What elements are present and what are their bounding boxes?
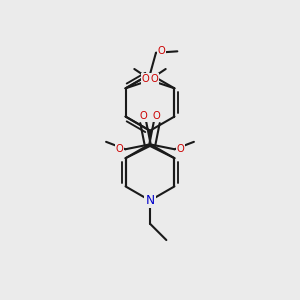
Text: O: O: [153, 111, 160, 121]
Text: O: O: [151, 74, 158, 84]
Text: O: O: [177, 144, 184, 154]
Text: O: O: [142, 74, 149, 84]
Text: O: O: [140, 111, 147, 121]
Text: N: N: [146, 194, 154, 207]
Text: O: O: [116, 144, 123, 154]
Text: O: O: [158, 46, 165, 56]
